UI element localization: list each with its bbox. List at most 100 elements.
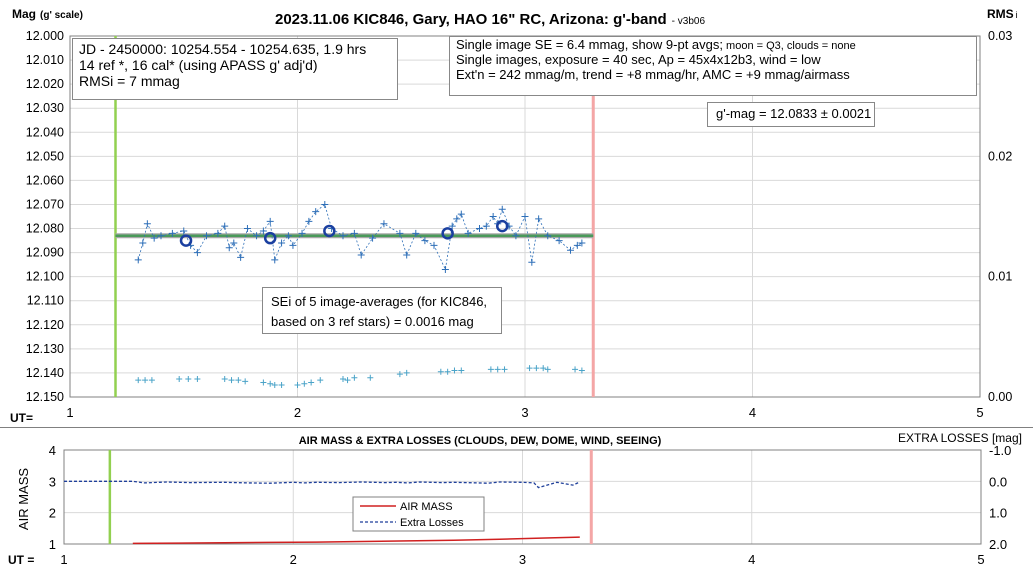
bottom-y-tick-label: 3 (49, 474, 56, 489)
bottom-legend: AIR MASS Extra Losses (352, 496, 485, 532)
single-image-point (544, 232, 552, 240)
bottom-x-tick-label: 4 (748, 552, 755, 567)
y-tick-label: 12.120 (26, 318, 64, 332)
bottom-y2-tick-label: 0.0 (989, 474, 1007, 489)
single-image-point (289, 241, 297, 249)
rms-point (437, 368, 444, 375)
x-tick-label: 2 (294, 405, 301, 420)
y2-tick-label: 0.03 (988, 29, 1012, 43)
rms-point (294, 381, 301, 388)
air-mass-line (132, 536, 580, 545)
single-image-point (528, 258, 536, 266)
x-tick-label: 5 (976, 405, 983, 420)
sei-box: SEi of 5 image-averages (for KIC846, bas… (262, 287, 502, 334)
top-grid (69, 35, 981, 398)
rms-point (494, 366, 501, 373)
rms-point (367, 374, 374, 381)
single-image-point (284, 232, 292, 240)
y2-tick-label: 0.01 (988, 270, 1012, 284)
single-image-point (221, 222, 229, 230)
single-image-point (243, 225, 251, 233)
single-image-point (380, 220, 388, 228)
extinction-line: Ext'n = 242 mmag/m, trend = +8 mmag/hr, … (456, 66, 850, 82)
single-image-point (482, 222, 490, 230)
legend-air-mass-label: AIR MASS (400, 501, 453, 513)
single-image-point (350, 229, 358, 237)
rms-point (540, 365, 547, 372)
rms-point (260, 379, 267, 386)
average-point (263, 231, 277, 245)
bottom-data-layer (64, 480, 581, 545)
y2-tick-label: 0.02 (988, 149, 1012, 163)
single-image-point (134, 256, 142, 264)
y-tick-label: 12.030 (26, 101, 64, 115)
single-image-point (357, 251, 365, 259)
single-image-point (369, 234, 377, 242)
bottom-y2-label: EXTRA LOSSES [mag] (898, 431, 1022, 445)
single-image-point (339, 232, 347, 240)
jd-line: JD - 2450000: 10254.554 - 10254.635, 1.9… (79, 41, 367, 57)
rms-point (142, 377, 149, 384)
rms-point (185, 375, 192, 382)
single-image-point (403, 251, 411, 259)
y-tick-label: 12.140 (26, 366, 64, 380)
single-image-point (230, 239, 238, 247)
rms-point (221, 375, 228, 382)
bottom-y-tick-label: 2 (49, 506, 56, 521)
average-point (179, 234, 193, 247)
single-image-point (498, 205, 506, 213)
observation-info-box: Single image SE = 6.4 mmag, show 9-pt av… (449, 36, 977, 96)
y-tick-label: 12.080 (26, 222, 64, 236)
rmsi-line: RMSi = 7 mmag (79, 73, 180, 90)
single-image-se-line: Single image SE = 6.4 mmag, show 9-pt av… (456, 37, 856, 52)
rms-point (451, 367, 458, 374)
bottom-chart-title: AIR MASS & EXTRA LOSSES (CLOUDS, DEW, DO… (299, 435, 662, 447)
rms-point (271, 381, 278, 388)
y-tick-label: 12.150 (26, 390, 64, 404)
rms-point (148, 377, 155, 384)
x-tick-label: 4 (749, 405, 756, 420)
y-tick-label: 12.020 (26, 77, 64, 91)
x-axis-label: UT= (10, 411, 33, 425)
rms-point (344, 377, 351, 384)
y-tick-label: 12.090 (26, 246, 64, 260)
rms-point (135, 377, 142, 384)
single-image-point (464, 229, 472, 237)
bottom-y-tick-label: 1 (49, 537, 56, 552)
top-axes: 12.000 12.010 12.020 12.030 12.040 12.050 12.0… (26, 29, 1013, 420)
rms-point (176, 375, 183, 382)
y-tick-label: 12.000 (26, 29, 64, 43)
x-tick-label: 3 (521, 405, 528, 420)
single-image-point (305, 217, 313, 225)
single-image-point (535, 215, 543, 223)
average-point (323, 224, 336, 238)
single-image-point (266, 217, 274, 225)
single-image-point (225, 244, 233, 252)
y-tick-label: 12.100 (26, 270, 64, 284)
bottom-y-tick-label: 4 (49, 443, 56, 458)
bottom-x-axis-label: UT = (8, 553, 34, 567)
single-image-point (512, 232, 520, 240)
exposure-line: Single images, exposure = 40 sec, Ap = 4… (456, 51, 821, 67)
rms-point (228, 377, 235, 384)
rms-point (444, 368, 451, 375)
y-tick-label: 12.060 (26, 173, 64, 187)
rms-point (351, 374, 358, 381)
x-tick-label: 1 (66, 405, 73, 420)
single-image-point (453, 215, 461, 223)
rms-point (572, 366, 579, 373)
single-image-point (139, 239, 147, 247)
single-image-point (203, 232, 210, 240)
bottom-y2-tick-label: 1.0 (989, 506, 1007, 521)
bottom-plot-frame (63, 449, 982, 545)
rms-point (278, 381, 285, 388)
extra-losses-line (64, 480, 581, 489)
top-data-layer (115, 200, 594, 388)
gmag-box: g'-mag = 12.0833 ± 0.0021 (707, 102, 875, 127)
single-image-point (396, 229, 404, 237)
single-image-point (312, 208, 320, 216)
bottom-axes: 4 3 2 11 2 3 4 5 -1.0 0.0 1.0 2.0 (49, 443, 1012, 567)
single-image-point (180, 227, 188, 235)
bottom-x-tick-label: 5 (977, 552, 984, 567)
